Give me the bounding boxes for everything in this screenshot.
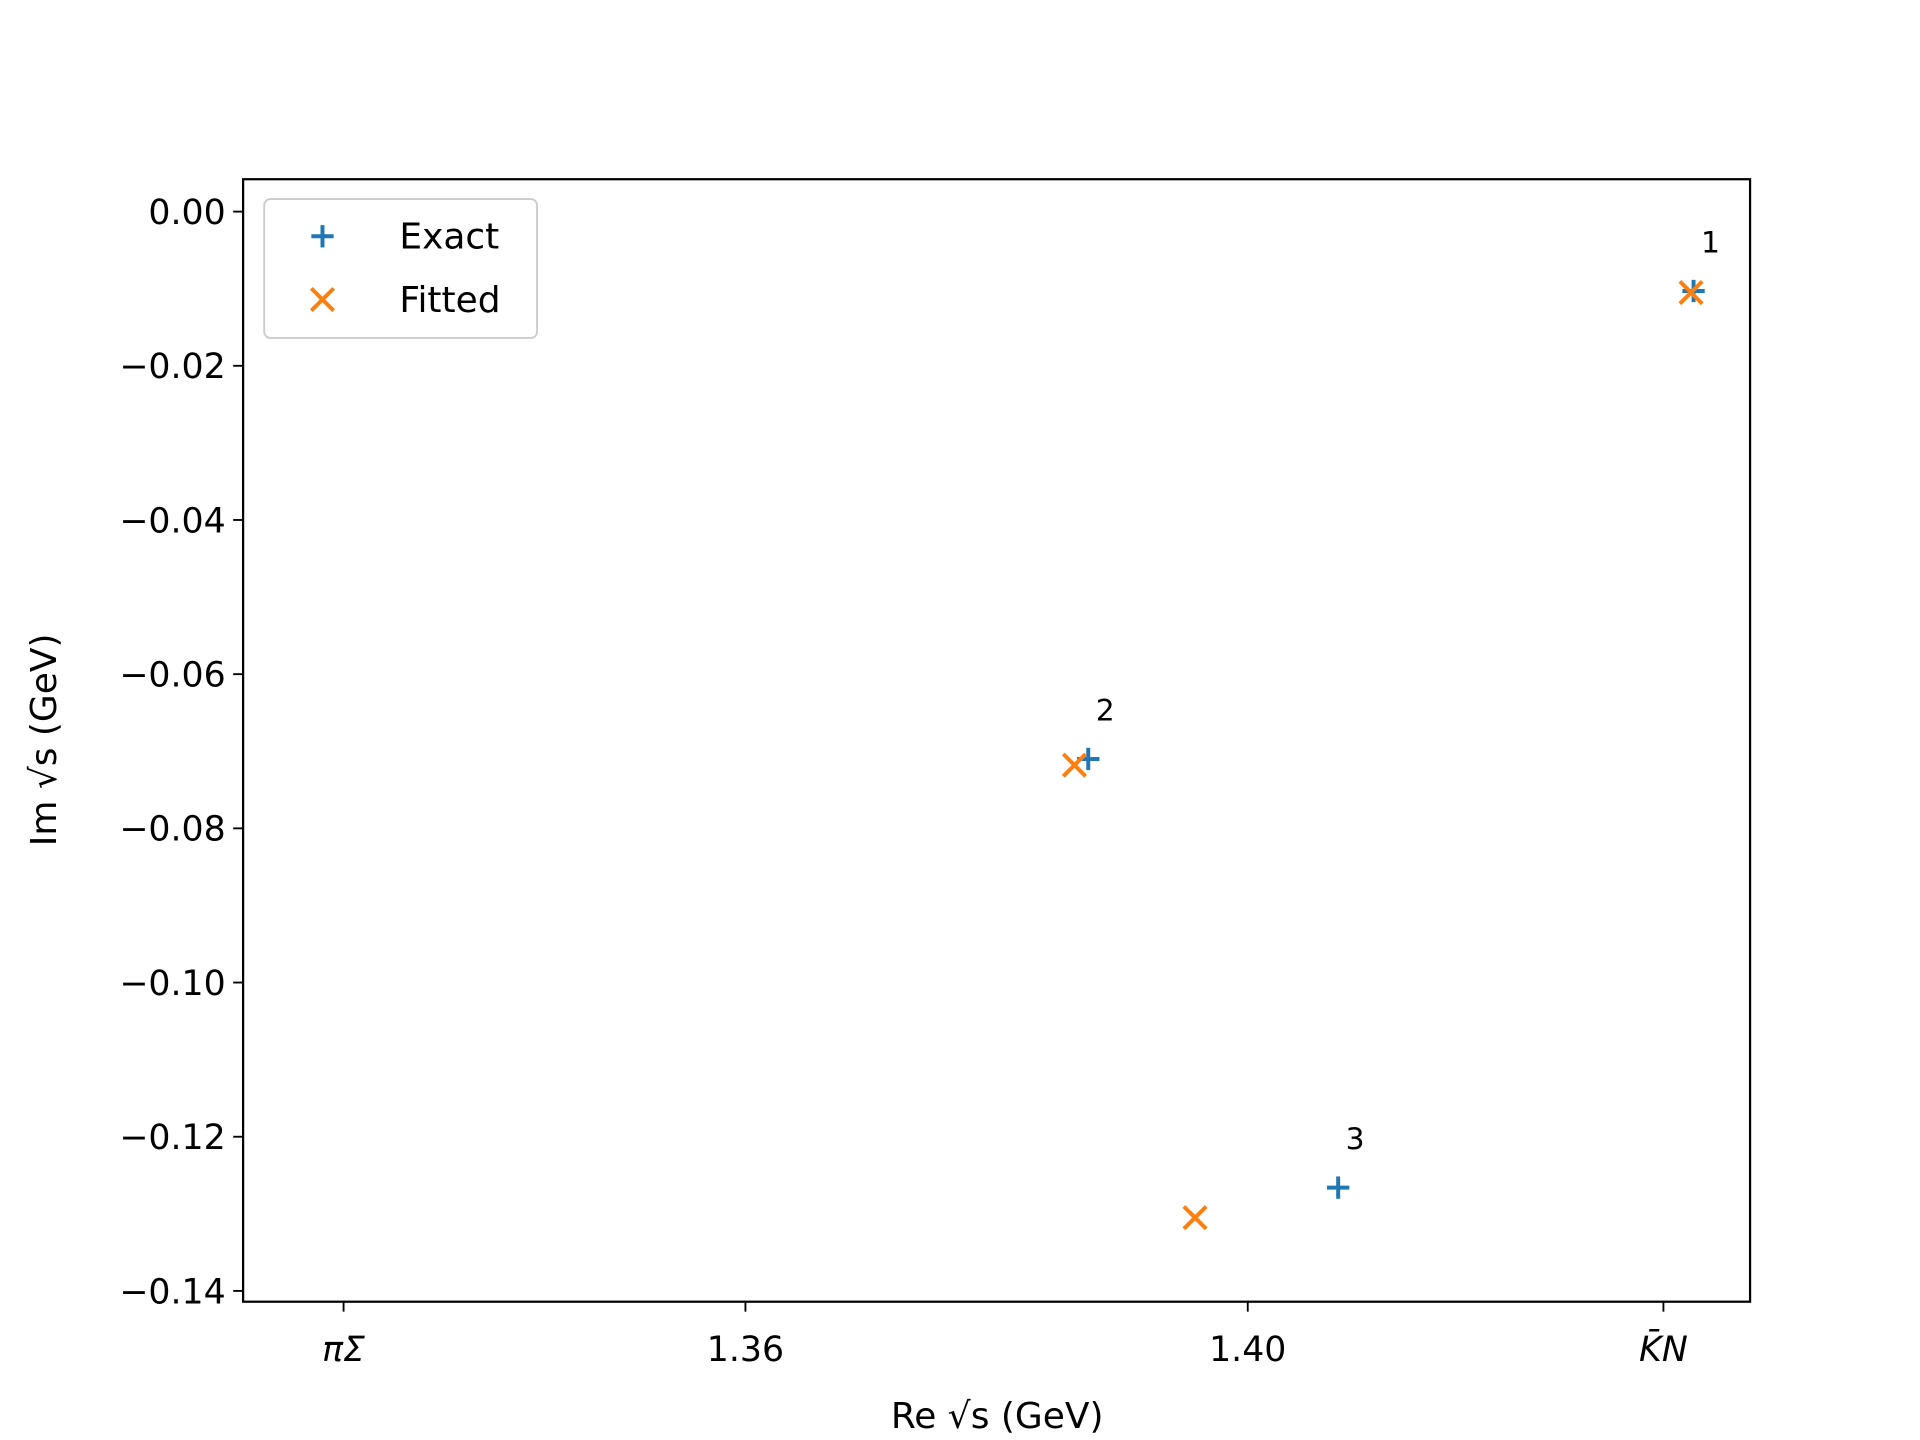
y-tick-label: −0.02 (119, 347, 225, 387)
point-stroke (1182, 1205, 1208, 1231)
x-tick-label: 1.36 (707, 1330, 784, 1370)
y-tick-label: −0.06 (119, 656, 225, 696)
point (1182, 1205, 1208, 1231)
legend-marker-stroke (309, 286, 336, 313)
plot-frame (241, 178, 1752, 1303)
point-stroke (1678, 279, 1704, 306)
y-tick-label: −0.04 (119, 501, 225, 541)
legend-frame (263, 198, 538, 339)
y-tick-label: −0.10 (119, 964, 225, 1004)
y-tick-label: −0.12 (119, 1118, 225, 1158)
point (1061, 752, 1088, 778)
point-stroke (1061, 752, 1088, 778)
legend-marker (311, 225, 334, 248)
point (1327, 1176, 1350, 1199)
point-label: 2 (1096, 694, 1115, 729)
x-axis-label: Re √s (GeV) (891, 1396, 1104, 1437)
y-tick-label: 0.00 (148, 193, 225, 233)
x-tick-label: 1.40 (1209, 1330, 1286, 1370)
legend-label: Fitted (399, 280, 500, 321)
legend-marker (309, 286, 336, 313)
point-label: 1 (1701, 226, 1720, 261)
x-tick-label: K̄N (1639, 1328, 1688, 1370)
point-label: 3 (1346, 1122, 1365, 1157)
y-tick-label: −0.14 (119, 1272, 225, 1312)
point (1678, 279, 1704, 306)
y-tick-label: −0.08 (119, 810, 225, 850)
legend: Exact Fitted (263, 198, 538, 339)
legend-label: Exact (399, 217, 499, 258)
x-tick-label: πΣ (322, 1330, 365, 1370)
y-axis-label: Im √s (GeV) (24, 633, 65, 846)
